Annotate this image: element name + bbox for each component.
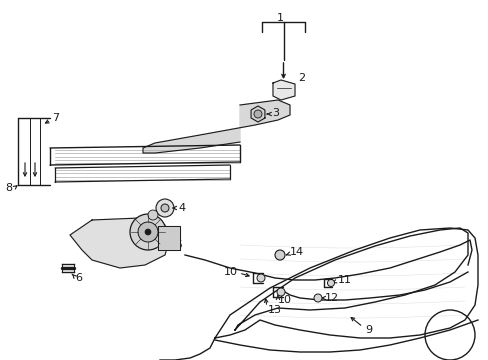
Polygon shape [142,100,289,153]
Text: 5: 5 [175,240,182,250]
Polygon shape [272,80,294,100]
Polygon shape [158,226,180,250]
Circle shape [138,222,158,242]
Text: 8: 8 [5,183,12,193]
Circle shape [257,274,264,282]
Text: 10: 10 [224,267,238,277]
Text: 14: 14 [289,247,304,257]
Circle shape [148,210,158,220]
Polygon shape [250,106,264,122]
Text: 10: 10 [278,295,291,305]
Text: 2: 2 [297,73,305,83]
Text: 9: 9 [364,325,371,335]
Text: 1: 1 [276,13,283,23]
Text: 3: 3 [271,108,279,118]
Circle shape [156,199,174,217]
Circle shape [313,294,321,302]
Text: 6: 6 [75,273,82,283]
Text: 4: 4 [178,203,185,213]
Circle shape [253,110,262,118]
Circle shape [145,229,151,235]
Circle shape [274,250,285,260]
Text: 13: 13 [267,305,282,315]
Text: 11: 11 [337,275,351,285]
Circle shape [130,214,165,250]
Circle shape [327,279,334,287]
Circle shape [161,204,169,212]
Polygon shape [70,218,170,268]
Text: 12: 12 [325,293,339,303]
Circle shape [276,288,285,296]
Text: 7: 7 [52,113,59,123]
